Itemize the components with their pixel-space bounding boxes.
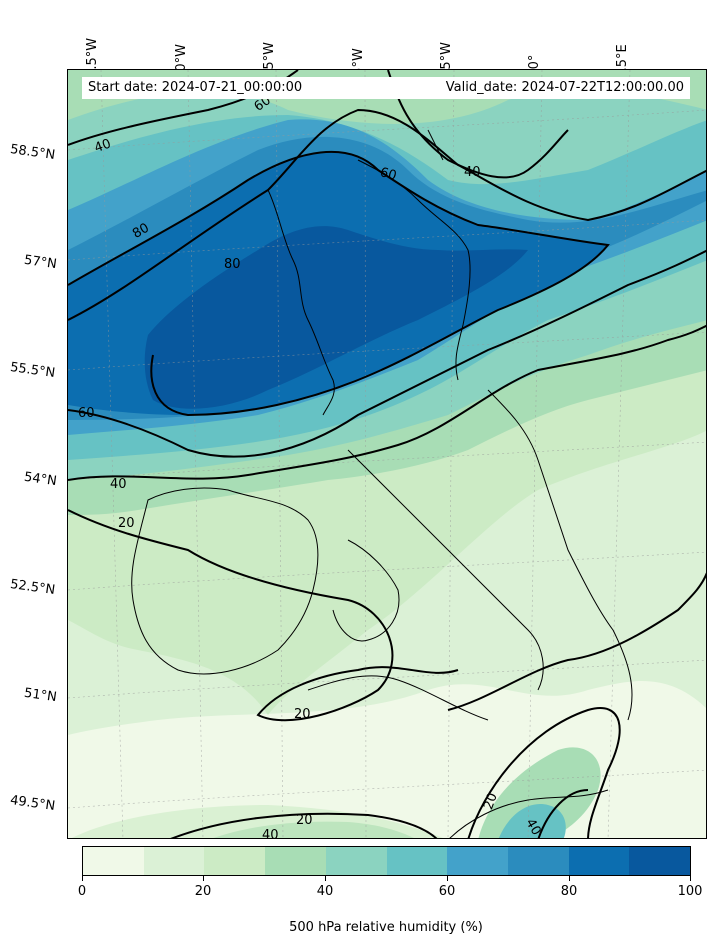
colorbar-segment — [325, 847, 387, 875]
contour-label: 60 — [78, 406, 95, 421]
contour-60 — [68, 108, 706, 321]
colorbar-tick-label: 100 — [677, 884, 703, 899]
colorbar-segment — [83, 847, 144, 875]
contour-label: 80 — [130, 221, 152, 242]
contour-label-group: 60 40 40 60 80 80 60 40 20 20 20 40 20 4… — [78, 93, 544, 839]
contour-label: 40 — [92, 136, 113, 156]
humidity-band-south-blob-inner — [498, 804, 566, 838]
contour-label: 60 — [378, 165, 398, 184]
contour-label: 40 — [110, 477, 127, 492]
colorbar-tick — [447, 876, 448, 881]
colorbar-segment — [507, 847, 569, 875]
lat-label-55.5n: 55.5°N — [9, 359, 56, 382]
colorbar-segment — [447, 847, 508, 875]
colorbar-title: 500 hPa relative humidity (%) — [289, 920, 483, 935]
humidity-band-90-100 — [144, 226, 528, 409]
contour-lines — [68, 70, 706, 838]
colorbar-segment — [568, 847, 630, 875]
contour-label: 20 — [118, 516, 135, 531]
coast-france — [449, 789, 609, 838]
contour-20-east — [447, 572, 706, 711]
colorbar-tick — [82, 876, 83, 881]
humidity-band-south-blob — [478, 747, 601, 838]
lat-label-51n: 51°N — [23, 685, 58, 706]
contour-80 — [68, 150, 610, 417]
contour-label: 20 — [296, 813, 313, 828]
contour-20-bottom — [170, 812, 438, 838]
colorbar-segment — [386, 847, 448, 875]
coast-england-west — [347, 449, 544, 691]
contour-label: 40 — [522, 816, 543, 838]
colorbar-tick-label: 80 — [560, 884, 578, 899]
colorbar-segment — [143, 847, 205, 875]
colorbar-tick-label: 0 — [77, 884, 87, 899]
colorbar-tick — [203, 876, 204, 881]
contour-label: 40 — [262, 828, 279, 839]
coast-wales — [332, 539, 400, 642]
colorbar-tick — [690, 876, 691, 881]
humidity-map: 60 40 40 60 80 80 60 40 20 20 20 40 20 4… — [68, 70, 706, 839]
lat-label-49.5n: 49.5°N — [9, 792, 56, 815]
start-date-label: Start date: 2024-07-21_00:00:00 — [88, 80, 303, 95]
colorbar-segment — [265, 847, 326, 875]
lat-label-58.5n: 58.5°N — [9, 141, 56, 164]
contour-20-se — [467, 707, 621, 838]
contour-label: 20 — [481, 791, 501, 812]
contour-label: 40 — [464, 165, 481, 180]
contour-40-mid — [68, 324, 706, 481]
colorbar-tick-label: 60 — [438, 884, 456, 899]
contour-40-se — [537, 789, 589, 838]
colorbar-tick-label: 40 — [316, 884, 334, 899]
colorbar-tick — [569, 876, 570, 881]
valid-date-label: Valid_date: 2024-07-22T12:00:00.00 — [445, 80, 684, 95]
lon-label-0: 0° — [527, 54, 542, 70]
lat-label-52.5n: 52.5°N — [9, 576, 56, 599]
colorbar-tick-label: 20 — [194, 884, 212, 899]
lat-label-54n: 54°N — [23, 469, 58, 490]
lat-label-57n: 57°N — [23, 252, 58, 273]
contour-60-south — [68, 249, 706, 458]
coast-ireland — [131, 487, 319, 675]
colorbar — [82, 846, 691, 876]
colorbar-tick — [325, 876, 326, 881]
coast-shetland — [427, 129, 444, 161]
coast-cornwall — [307, 675, 489, 721]
contour-20 — [68, 509, 459, 722]
contour-label: 80 — [224, 257, 241, 272]
colorbar-segment — [629, 847, 691, 875]
coast-england-east — [487, 389, 633, 721]
coastlines — [131, 129, 633, 838]
colorbar-segment — [204, 847, 266, 875]
date-info-box: Start date: 2024-07-21_00:00:00 Valid_da… — [82, 77, 690, 99]
coast-scotland-east — [357, 159, 471, 381]
contour-40-north — [387, 70, 569, 179]
map-frame: 60 40 40 60 80 80 60 40 20 20 20 40 20 4… — [67, 69, 707, 839]
contour-label: 20 — [294, 707, 311, 722]
coast-scotland-west — [267, 189, 335, 416]
